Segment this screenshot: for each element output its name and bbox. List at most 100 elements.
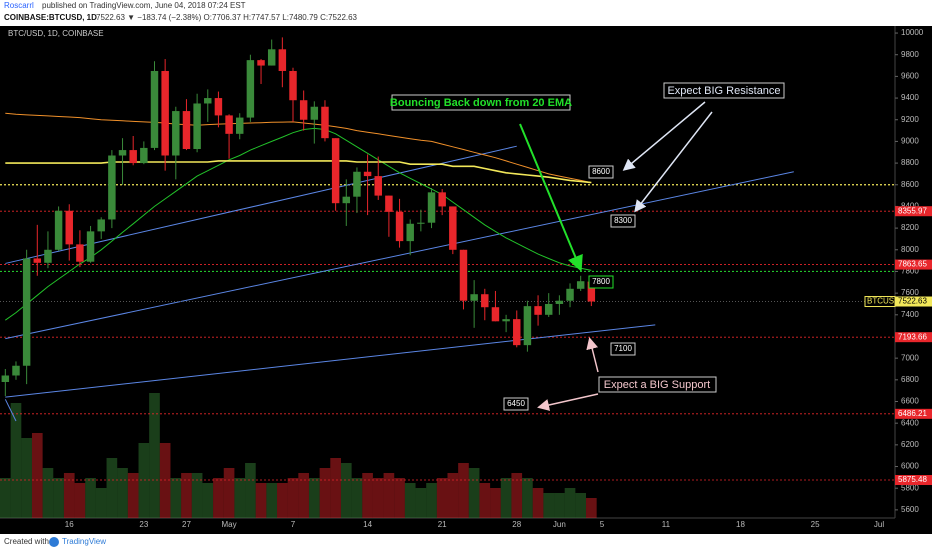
moving-average: [5, 112, 592, 184]
x-tick-label: 16: [65, 520, 74, 529]
candle-body: [544, 303, 553, 315]
volume-bar: [436, 478, 448, 518]
footer-bg: [0, 534, 932, 550]
last-price-label: 7522.63: [898, 297, 927, 306]
candle-body: [566, 288, 574, 301]
candle-body: [417, 222, 425, 224]
candle-body: [22, 258, 31, 366]
annotation-box: [610, 214, 636, 228]
candle-body: [182, 111, 191, 149]
quote: 7522.63 ▼ −183.74 (−2.38%) O:7706.37 H:7…: [96, 13, 358, 22]
annotation: 6450: [507, 399, 525, 408]
y-tick-label: 6400: [901, 418, 919, 427]
arrow: [634, 111, 713, 213]
volume-bar: [308, 478, 320, 518]
volume-bar: [479, 483, 491, 518]
volume-bar: [0, 478, 11, 518]
volume-bar: [42, 468, 54, 518]
candle-body: [97, 219, 105, 232]
volume-bar: [394, 478, 405, 518]
y-tick-label: 8600: [901, 180, 919, 189]
candle-body: [395, 211, 404, 242]
x-tick-label: 27: [182, 520, 191, 529]
volume-bar: [575, 493, 587, 518]
volume-bar: [117, 468, 128, 518]
candle-body: [129, 150, 137, 164]
candle-body: [150, 70, 159, 148]
header-bg: [0, 0, 932, 26]
volume-bar: [564, 488, 576, 518]
y-tick-label: 7400: [901, 310, 919, 319]
volume-bar: [85, 478, 96, 518]
price-label-bg: [895, 259, 932, 270]
volume-bar: [447, 473, 459, 518]
candle-body: [555, 300, 564, 304]
volume-bar: [106, 458, 118, 518]
x-tick-label: 18: [736, 520, 745, 529]
volume-bar: [511, 473, 523, 518]
x-tick-label: Jun: [553, 520, 566, 529]
annotation-box: [588, 165, 614, 179]
y-tick-label: 8000: [901, 245, 919, 254]
price-label: 7193.66: [898, 332, 927, 341]
y-tick-label: 5600: [901, 505, 919, 514]
candle-body: [140, 147, 148, 164]
candle-body: [321, 106, 329, 139]
candle-body: [161, 70, 169, 156]
volume-bar: [404, 483, 416, 518]
y-tick-label: 7800: [901, 267, 919, 276]
volume-bar: [522, 478, 533, 518]
candle-body: [76, 244, 84, 262]
y-tick-label: 6000: [901, 462, 919, 471]
candle-body: [459, 249, 468, 301]
annotation: 8600: [592, 167, 610, 176]
x-tick-label: 7: [291, 520, 296, 529]
candle-body: [502, 319, 510, 322]
author[interactable]: Roscarrl: [4, 1, 34, 10]
candle-body: [353, 171, 361, 197]
volume-bar: [74, 483, 86, 518]
candle-body: [118, 150, 127, 156]
annotations: Bouncing Back down from 20 EMA Expect BI…: [390, 82, 785, 411]
price-label-bg: [895, 475, 932, 486]
candle-body: [299, 100, 308, 120]
candle-body: [214, 98, 223, 116]
candle-body: [331, 138, 340, 204]
volume-bar: [266, 483, 278, 518]
volume-bar: [490, 488, 501, 518]
arrow: [586, 337, 599, 373]
candle-body: [491, 307, 500, 322]
volume-bar: [181, 473, 192, 518]
price-label: 5875.48: [898, 475, 927, 484]
candle-body: [246, 60, 255, 118]
moving-average: [5, 127, 592, 321]
volume-bar: [277, 483, 288, 518]
volume-bar: [170, 478, 182, 518]
trendline: [4, 399, 17, 422]
candle-body: [289, 70, 297, 101]
footer-brand[interactable]: TradingView: [62, 537, 106, 546]
volume-bar: [532, 488, 544, 518]
annotation: 7100: [614, 344, 632, 353]
candle-body: [523, 306, 532, 346]
y-tick-label: 5800: [901, 483, 919, 492]
volume-bar: [319, 468, 331, 518]
price-label: 7863.65: [898, 260, 927, 269]
x-tick-label: 14: [363, 520, 372, 529]
candle-body: [470, 294, 478, 301]
candle-body: [204, 98, 212, 104]
volume-bar: [138, 443, 150, 518]
volume-bar: [159, 443, 171, 518]
candle-body: [236, 117, 244, 134]
axes: 5600580060006200640066006800700072007400…: [65, 28, 932, 529]
x-tick-label: 25: [811, 520, 820, 529]
candle-body: [108, 155, 116, 220]
trendline: [5, 324, 656, 398]
trendline: [5, 171, 794, 340]
plot: [0, 37, 895, 518]
x-tick-label: 23: [139, 520, 148, 529]
volume-bar: [351, 478, 363, 518]
y-tick-label: 8800: [901, 158, 919, 167]
